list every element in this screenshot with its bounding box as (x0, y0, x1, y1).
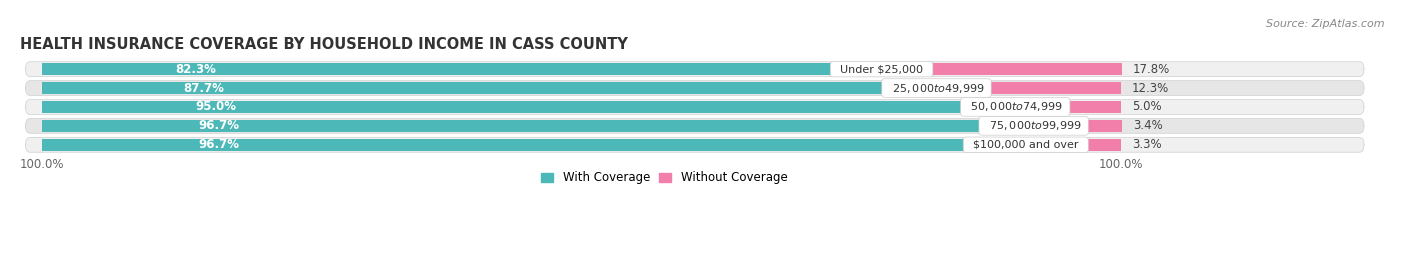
Text: $75,000 to $99,999: $75,000 to $99,999 (981, 119, 1085, 132)
Text: $100,000 and over: $100,000 and over (966, 140, 1085, 150)
Bar (42, 63, 931, 75)
FancyBboxPatch shape (25, 137, 1364, 152)
Bar (42, 139, 1085, 151)
FancyBboxPatch shape (25, 62, 1364, 76)
Text: Under $25,000: Under $25,000 (834, 64, 931, 74)
Bar (1085, 139, 1121, 151)
Text: 5.0%: 5.0% (1132, 100, 1161, 114)
Bar (42, 120, 1085, 132)
Text: 3.3%: 3.3% (1132, 138, 1161, 151)
FancyBboxPatch shape (25, 100, 1364, 114)
Text: Source: ZipAtlas.com: Source: ZipAtlas.com (1267, 19, 1385, 29)
Legend: With Coverage, Without Coverage: With Coverage, Without Coverage (541, 171, 787, 184)
Bar (1085, 120, 1122, 132)
FancyBboxPatch shape (25, 81, 1364, 95)
Text: 96.7%: 96.7% (198, 138, 239, 151)
Text: 17.8%: 17.8% (1133, 63, 1170, 76)
Text: 3.4%: 3.4% (1133, 119, 1163, 132)
Bar (931, 63, 1122, 75)
Bar (1067, 101, 1121, 113)
Text: $50,000 to $74,999: $50,000 to $74,999 (963, 100, 1067, 114)
Text: 87.7%: 87.7% (184, 82, 225, 94)
Bar (988, 82, 1121, 94)
Bar (42, 82, 988, 94)
Text: HEALTH INSURANCE COVERAGE BY HOUSEHOLD INCOME IN CASS COUNTY: HEALTH INSURANCE COVERAGE BY HOUSEHOLD I… (20, 37, 628, 52)
FancyBboxPatch shape (25, 119, 1364, 133)
Text: 12.3%: 12.3% (1132, 82, 1170, 94)
Text: 82.3%: 82.3% (174, 63, 215, 76)
Text: $25,000 to $49,999: $25,000 to $49,999 (884, 82, 988, 94)
Text: 96.7%: 96.7% (198, 119, 239, 132)
Bar (42, 101, 1067, 113)
Text: 95.0%: 95.0% (195, 100, 236, 114)
